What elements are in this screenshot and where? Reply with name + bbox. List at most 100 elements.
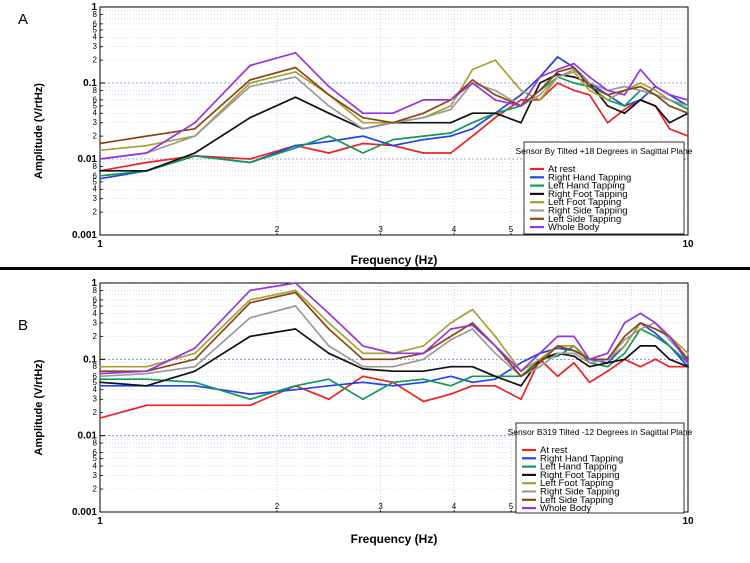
y-minor-tick-label: 5 [93,177,98,186]
data-point [249,393,252,396]
legend-title: Sensor B319 Tilted -12 Degrees in Sagitt… [508,427,693,437]
data-point [654,335,657,338]
data-point [145,152,148,154]
data-point [249,335,252,338]
data-point [668,358,671,361]
x-minor-tick-label: 5 [509,502,514,511]
data-point [573,344,575,347]
data-point [639,365,642,368]
data-point [556,375,559,378]
legend-entry: Right Foot Tapping [540,470,620,481]
y-minor-tick-label: 4 [93,462,98,471]
data-point [362,152,364,154]
data-point [606,104,609,107]
data-point [471,381,474,384]
data-point [294,291,297,294]
data-point [556,352,559,355]
data-point [392,365,394,368]
data-point [249,299,252,301]
data-point [99,370,101,373]
data-point [249,85,252,88]
data-point [449,328,452,330]
data-point [99,378,101,381]
data-point [294,146,297,149]
legend: Sensor By Tilted +18 Degrees in Sagittal… [516,141,693,235]
data-point [573,361,575,364]
y-tick-label: 0.1 [83,78,97,89]
data-point [145,404,148,407]
data-point [623,104,626,107]
data-point [362,358,364,361]
y-minor-tick-label: 6 [93,19,98,28]
data-point [362,116,364,119]
data-point [249,78,252,81]
data-point [294,305,297,307]
legend-entry: Whole Body [540,503,591,514]
data-point [556,347,559,350]
data-point [422,370,425,373]
series-right-side-tapping [99,305,689,378]
data-point [327,312,330,315]
data-point [573,76,575,78]
data-point [668,338,671,341]
data-point [654,328,657,330]
data-point [193,154,196,157]
data-point [520,361,522,364]
data-point [606,358,609,361]
y-minor-tick-label: 4 [93,33,98,42]
legend-entry: Left Foot Tapping [548,197,621,208]
data-point [471,375,474,378]
data-point [193,404,196,407]
data-point [623,112,626,115]
data-point [639,68,642,71]
data-point [573,349,575,352]
data-point [449,98,452,101]
data-point [449,135,452,138]
data-point [422,135,425,138]
data-point [294,144,297,147]
data-point [639,85,642,88]
data-point [294,96,297,99]
data-point [422,138,425,141]
data-point [392,121,394,124]
data-point [362,142,364,145]
panel-a: A10.10.010.00123456823456823456811023456… [18,2,694,267]
data-point [639,322,642,324]
data-point [392,381,394,384]
y-minor-tick-label: 6 [93,448,98,457]
data-point [294,66,297,69]
data-point [471,384,474,387]
data-point [249,116,252,119]
data-point [687,112,689,115]
data-point [294,70,297,73]
axes-frame [99,282,689,513]
data-point [99,381,101,384]
data-point [99,372,101,375]
data-point [654,93,657,96]
data-point [249,158,252,160]
y-minor-tick-label: 3 [93,118,98,127]
data-point [556,56,559,58]
data-point [422,344,425,347]
data-point [449,335,452,338]
data-point [471,121,474,124]
y-axis-title: Amplitude (V/rtHz) [33,83,45,179]
data-point [193,365,196,368]
data-point [249,316,252,319]
x-minor-tick-label: 4 [452,502,457,511]
data-point [362,375,364,378]
data-point [573,66,575,69]
y-minor-tick-label: 2 [93,408,98,417]
data-point [520,98,522,101]
legend: Sensor B319 Tilted -12 Degrees in Sagitt… [508,422,693,514]
data-point [193,370,196,373]
legend-entry: Left Side Tapping [548,214,621,225]
y-minor-tick-label: 5 [93,101,98,110]
data-point [471,78,474,81]
data-point [449,132,452,134]
data-point [556,355,559,358]
data-point [422,116,425,119]
panel-letter: B [18,317,28,334]
x-tick-label: 1 [97,239,103,250]
data-point [639,312,642,315]
